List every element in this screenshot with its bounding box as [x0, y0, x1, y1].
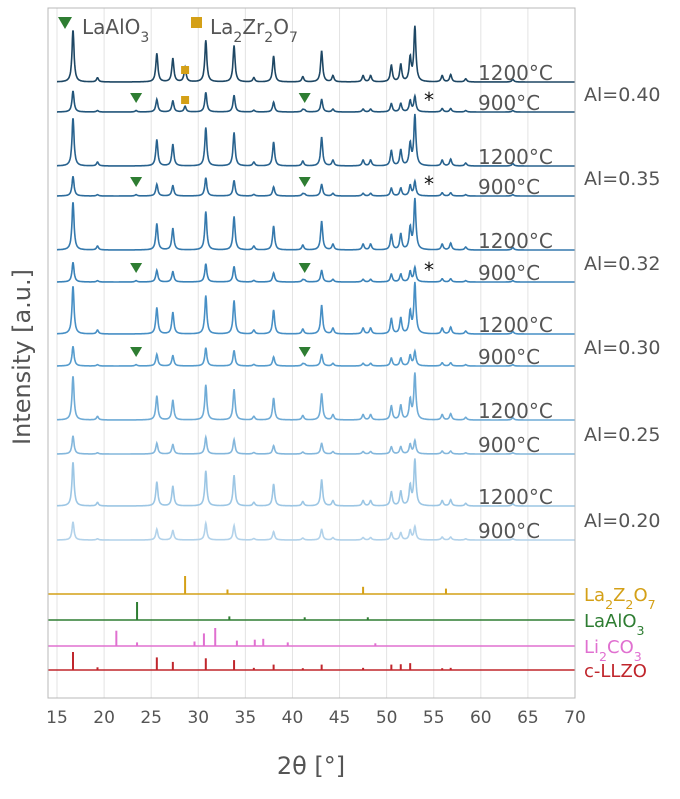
temperature-label: 900°C	[478, 175, 540, 199]
x-axis: 15 20 25 30 35 40 45 50 55 60 65 70	[46, 708, 586, 728]
label-part: 7	[648, 597, 656, 612]
label-part: 2	[264, 30, 273, 46]
label-part: 2	[233, 30, 242, 46]
legend: LaAlO3 La2Zr2O7	[58, 15, 298, 46]
temperature-label: 1200°C	[478, 313, 553, 337]
laalo3-marker	[130, 263, 143, 273]
composition-label: Al=0.40	[584, 84, 661, 106]
label-part: 3	[140, 30, 149, 46]
composition-label: Al=0.25	[584, 424, 661, 446]
label-part: La	[210, 15, 233, 39]
trace-Al=0.20-1200°C	[57, 458, 575, 507]
trace-labels: 1200°C 900°C Al=0.40 1200°C 900°C Al=0.35 1200…	[478, 61, 661, 543]
trace-Al=0.32-900°C	[57, 262, 575, 283]
temperature-label: 1200°C	[478, 61, 553, 85]
laalo3-marker	[130, 347, 143, 357]
label-part: LaAlO	[584, 611, 637, 632]
la2zr2o7-marker	[181, 66, 190, 74]
sample-traces	[57, 25, 575, 541]
x-tick-label: 70	[564, 708, 586, 728]
x-tick-label: 65	[517, 708, 539, 728]
trace-Al=0.20-900°C	[57, 519, 575, 541]
phase-markers: * * *	[130, 66, 434, 357]
legend-laalo3-label: LaAlO3	[82, 15, 149, 46]
x-tick-label: 60	[470, 708, 492, 728]
temperature-label: 900°C	[478, 519, 540, 543]
label-part: LaAlO	[82, 15, 140, 39]
trace-Al=0.40-900°C	[57, 90, 575, 113]
plot-frame	[47, 7, 576, 699]
composition-label: Al=0.32	[584, 253, 661, 275]
label-part: CO	[607, 637, 634, 658]
label-part: Z	[613, 585, 625, 606]
laalo3-marker	[298, 263, 311, 273]
label-part: O	[273, 15, 289, 39]
reference-label: c-LLZO	[584, 661, 647, 682]
laalo3-marker	[298, 93, 311, 103]
temperature-label: 900°C	[478, 433, 540, 457]
temperature-label: 1200°C	[478, 399, 553, 423]
x-tick-label: 40	[282, 708, 304, 728]
label-part: 7	[289, 30, 298, 46]
trace-Al=0.30-900°C	[57, 346, 575, 367]
x-tick-label: 55	[423, 708, 445, 728]
composition-label: Al=0.30	[584, 337, 661, 359]
legend-laalo3-marker	[58, 17, 72, 29]
temperature-label: 1200°C	[478, 229, 553, 253]
trace-Al=0.25-900°C	[57, 433, 575, 455]
label-part: La	[584, 585, 605, 606]
unknown-peak-star: *	[424, 258, 434, 282]
unknown-peak-star: *	[424, 172, 434, 196]
temperature-label: 1200°C	[478, 145, 553, 169]
legend-la2zr2o7-marker	[191, 17, 202, 28]
unknown-peak-star: *	[424, 88, 434, 112]
label-part: 2	[605, 597, 613, 612]
x-tick-label: 20	[93, 708, 115, 728]
x-tick-label: 35	[235, 708, 257, 728]
label-part: c-LLZO	[584, 661, 647, 682]
label-part: 2	[625, 597, 633, 612]
trace-Al=0.35-900°C	[57, 176, 575, 197]
y-axis-label: Intensity [a.u.]	[8, 269, 36, 445]
laalo3-marker	[130, 177, 143, 187]
x-tick-label: 45	[329, 708, 351, 728]
temperature-label: 1200°C	[478, 485, 553, 509]
trace-Al=0.35-1200°C	[57, 113, 575, 167]
label-part: Zr	[242, 15, 265, 39]
x-tick-label: 50	[376, 708, 398, 728]
composition-label: Al=0.20	[584, 510, 661, 532]
x-tick-label: 15	[46, 708, 68, 728]
reference-label: La2Z2O7	[584, 585, 656, 612]
laalo3-marker	[130, 93, 143, 103]
label-part: Li	[584, 637, 599, 658]
x-tick-label: 25	[140, 708, 162, 728]
trace-Al=0.25-1200°C	[57, 372, 575, 421]
laalo3-marker	[298, 177, 311, 187]
temperature-label: 900°C	[478, 345, 540, 369]
legend-la2zr2o7-label: La2Zr2O7	[210, 15, 298, 46]
laalo3-marker	[298, 347, 311, 357]
label-part: O	[633, 585, 647, 606]
temperature-label: 900°C	[478, 91, 540, 115]
trace-Al=0.32-1200°C	[57, 197, 575, 251]
label-part: 3	[637, 623, 645, 638]
trace-Al=0.40-1200°C	[57, 25, 575, 83]
temperature-label: 900°C	[478, 261, 540, 285]
label-part: 3	[634, 649, 642, 664]
composition-label: Al=0.35	[584, 168, 661, 190]
x-axis-label: 2θ [°]	[277, 752, 345, 780]
reference-label: LaAlO3	[584, 611, 645, 638]
label-part: 2	[599, 649, 607, 664]
reference-label: Li2CO3	[584, 637, 642, 664]
trace-Al=0.30-1200°C	[57, 281, 575, 335]
la2zr2o7-marker	[181, 96, 190, 104]
x-tick-label: 30	[187, 708, 209, 728]
